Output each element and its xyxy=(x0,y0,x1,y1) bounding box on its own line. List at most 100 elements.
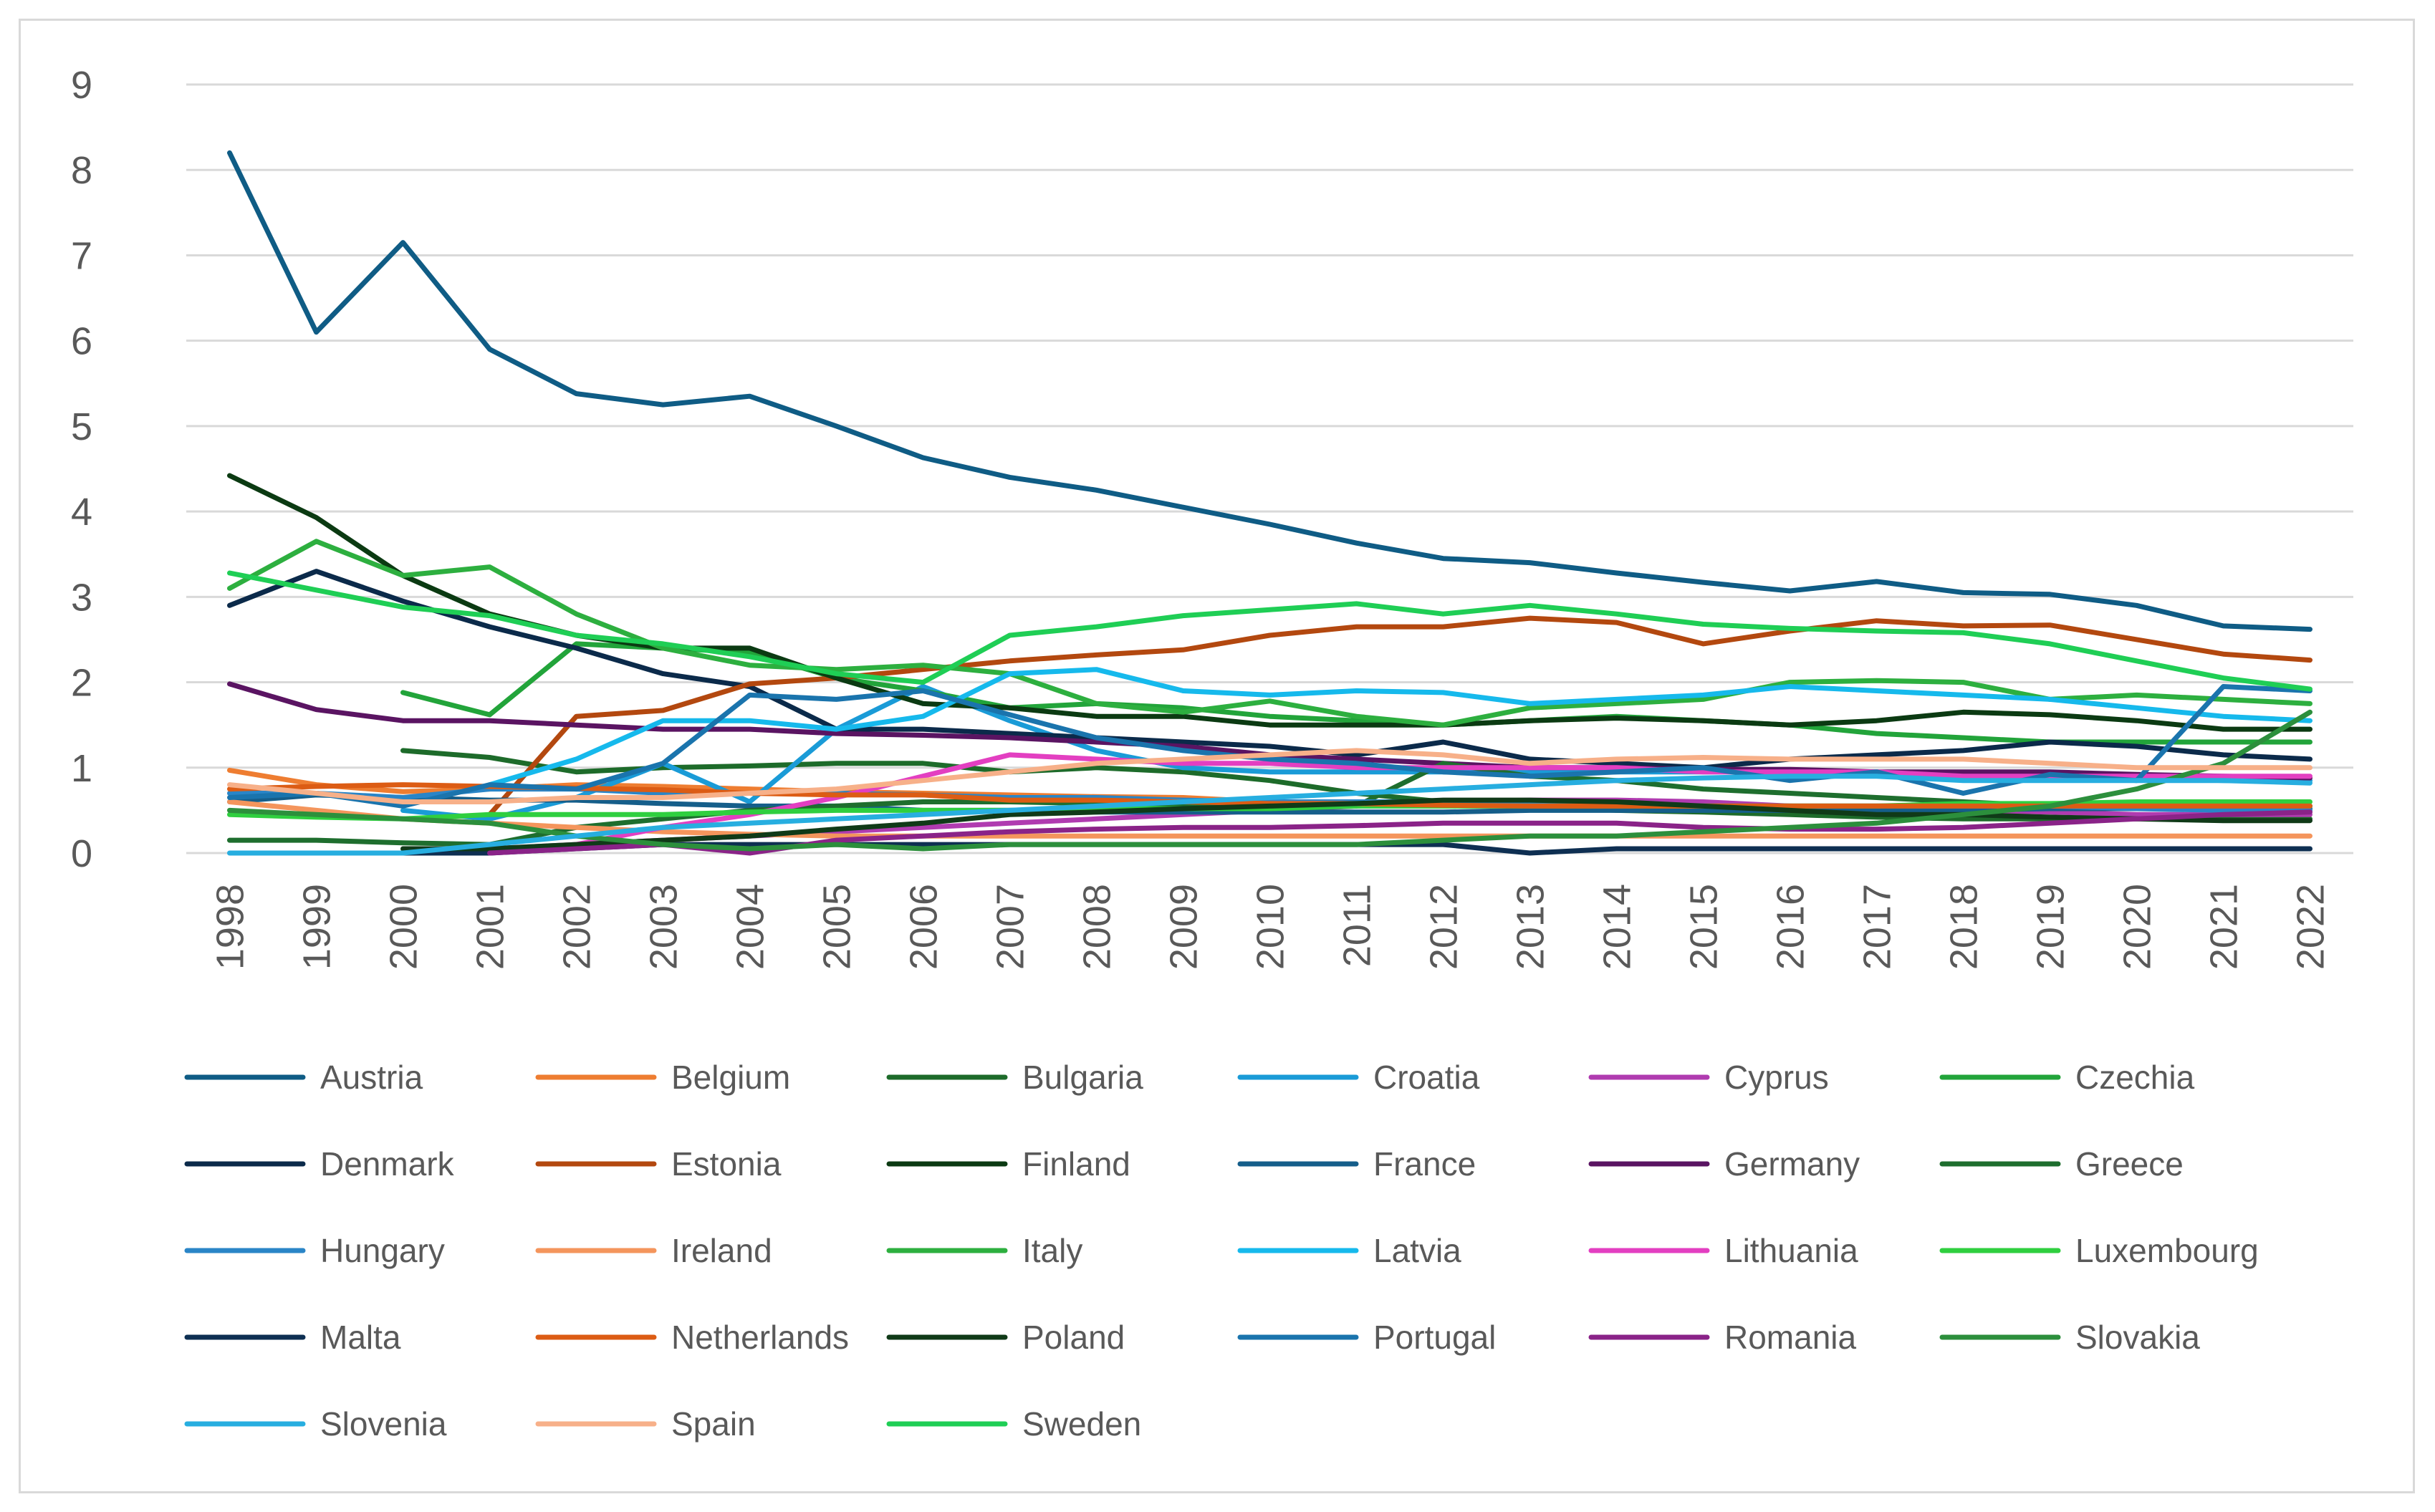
x-tick-label: 2006 xyxy=(903,884,946,970)
legend-label: Croatia xyxy=(1373,1059,1480,1096)
legend-entry-slovenia: Slovenia xyxy=(184,1405,447,1443)
x-tick-label: 2018 xyxy=(1943,884,1986,970)
legend: Austria Belgium Bulgaria Croatia Cyprus Czech… xyxy=(184,1059,2259,1443)
legend-entry-latvia: Latvia xyxy=(1237,1232,1461,1269)
y-tick-label: 3 xyxy=(71,576,92,619)
x-axis-ticks: 1998 1999 2000 2001 2002 2003 2004 2005 2006 2007… xyxy=(209,884,2333,970)
legend-entry-slovakia: Slovakia xyxy=(1939,1319,2200,1356)
legend-label: France xyxy=(1373,1145,1476,1183)
legend-label: Sweden xyxy=(1022,1405,1141,1443)
x-tick-label: 2011 xyxy=(1336,884,1379,967)
legend-entry-germany: Germany xyxy=(1588,1145,1860,1183)
legend-label: Italy xyxy=(1022,1232,1082,1269)
x-tick-label: 2002 xyxy=(556,884,599,970)
x-tick-label: 2017 xyxy=(1856,884,1899,970)
legend-label: Greece xyxy=(2075,1145,2184,1183)
legend-label: Luxembourg xyxy=(2075,1232,2259,1269)
y-tick-label: 4 xyxy=(71,491,92,534)
x-tick-label: 2000 xyxy=(383,884,426,970)
legend-entry-lithuania: Lithuania xyxy=(1588,1232,1858,1269)
legend-label: Spain xyxy=(671,1405,756,1443)
legend-entry-netherlands: Netherlands xyxy=(535,1319,849,1356)
legend-entry-spain: Spain xyxy=(535,1405,756,1443)
y-axis-ticks: 0 1 2 3 4 5 6 7 8 9 xyxy=(71,64,92,875)
y-tick-label: 5 xyxy=(71,405,92,448)
legend-entry-estonia: Estonia xyxy=(535,1145,782,1183)
x-tick-label: 2016 xyxy=(1769,884,1812,970)
series-line-italy xyxy=(227,539,2312,728)
legend-entry-czechia: Czechia xyxy=(1939,1059,2195,1096)
legend-entry-sweden: Sweden xyxy=(886,1405,1141,1443)
x-tick-label: 2019 xyxy=(2030,884,2073,970)
x-tick-label: 2021 xyxy=(2203,884,2246,970)
legend-label: Finland xyxy=(1022,1145,1130,1183)
series-line-portugal xyxy=(227,684,2312,809)
chart-frame: 0 1 2 3 4 5 6 7 8 9 1998 1999 2000 2001 2002 2003 2004 2… xyxy=(19,19,2415,1493)
legend-label: Denmark xyxy=(320,1145,455,1183)
legend-label: Romania xyxy=(1724,1319,1857,1356)
x-tick-label: 2010 xyxy=(1249,884,1292,970)
legend-entry-italy: Italy xyxy=(886,1232,1082,1269)
x-tick-label: 2020 xyxy=(2116,884,2159,970)
x-tick-label: 2012 xyxy=(1423,884,1466,970)
x-tick-label: 2003 xyxy=(643,884,686,970)
legend-label: Austria xyxy=(320,1059,423,1096)
legend-entry-france: France xyxy=(1237,1145,1476,1183)
legend-label: Latvia xyxy=(1373,1232,1461,1269)
series-line-ireland xyxy=(227,799,2312,839)
legend-entry-belgium: Belgium xyxy=(535,1059,790,1096)
series-line-poland xyxy=(400,797,2312,852)
legend-label: Portugal xyxy=(1373,1319,1496,1356)
legend-label: Malta xyxy=(320,1319,401,1356)
legend-entry-luxembourg: Luxembourg xyxy=(1939,1232,2259,1269)
legend-label: Slovakia xyxy=(2075,1319,2200,1356)
legend-label: Bulgaria xyxy=(1022,1059,1143,1096)
legend-entry-cyprus: Cyprus xyxy=(1588,1059,1829,1096)
x-tick-label: 2005 xyxy=(816,884,859,970)
x-tick-label: 2022 xyxy=(2290,884,2333,970)
y-tick-label: 8 xyxy=(71,149,92,192)
y-tick-label: 7 xyxy=(71,234,92,277)
series-line-spain xyxy=(227,748,2312,804)
legend-label: Slovenia xyxy=(320,1405,447,1443)
series-line-sweden xyxy=(227,570,2312,692)
legend-label: Estonia xyxy=(671,1145,782,1183)
legend-entry-croatia: Croatia xyxy=(1237,1059,1480,1096)
gridlines xyxy=(186,83,2353,854)
legend-entry-greece: Greece xyxy=(1939,1145,2184,1183)
legend-entry-malta: Malta xyxy=(184,1319,401,1356)
y-tick-label: 1 xyxy=(71,747,92,790)
x-tick-label: 2001 xyxy=(469,884,512,970)
x-tick-label: 2007 xyxy=(989,884,1032,970)
line-chart: 0 1 2 3 4 5 6 7 8 9 1998 1999 2000 2001 2002 2003 2004 2… xyxy=(71,64,2353,1443)
x-tick-label: 2015 xyxy=(1683,884,1726,970)
x-tick-label: 2009 xyxy=(1163,884,1206,970)
y-tick-label: 6 xyxy=(71,320,92,363)
legend-label: Poland xyxy=(1022,1319,1125,1356)
y-tick-label: 2 xyxy=(71,662,92,705)
legend-label: Lithuania xyxy=(1724,1232,1858,1269)
legend-label: Belgium xyxy=(671,1059,790,1096)
legend-entry-bulgaria: Bulgaria xyxy=(886,1059,1143,1096)
series-line-austria xyxy=(227,150,2312,632)
series-line-slovenia xyxy=(227,774,2312,856)
legend-entry-hungary: Hungary xyxy=(184,1232,445,1269)
legend-label: Hungary xyxy=(320,1232,445,1269)
legend-entry-austria: Austria xyxy=(184,1059,423,1096)
series-line-france xyxy=(227,792,2312,815)
legend-entry-ireland: Ireland xyxy=(535,1232,772,1269)
x-tick-label: 2008 xyxy=(1076,884,1119,970)
legend-entry-portugal: Portugal xyxy=(1237,1319,1496,1356)
series-lines xyxy=(227,150,2312,856)
x-tick-label: 1998 xyxy=(209,884,252,970)
series-line-latvia xyxy=(487,667,2312,788)
legend-entry-denmark: Denmark xyxy=(184,1145,455,1183)
legend-label: Cyprus xyxy=(1724,1059,1829,1096)
y-tick-label: 0 xyxy=(71,832,92,875)
legend-entry-poland: Poland xyxy=(886,1319,1125,1356)
x-tick-label: 2004 xyxy=(729,884,772,970)
legend-label: Netherlands xyxy=(671,1319,849,1356)
legend-entry-finland: Finland xyxy=(886,1145,1130,1183)
series-line-estonia xyxy=(487,615,2312,817)
legend-label: Germany xyxy=(1724,1145,1860,1183)
